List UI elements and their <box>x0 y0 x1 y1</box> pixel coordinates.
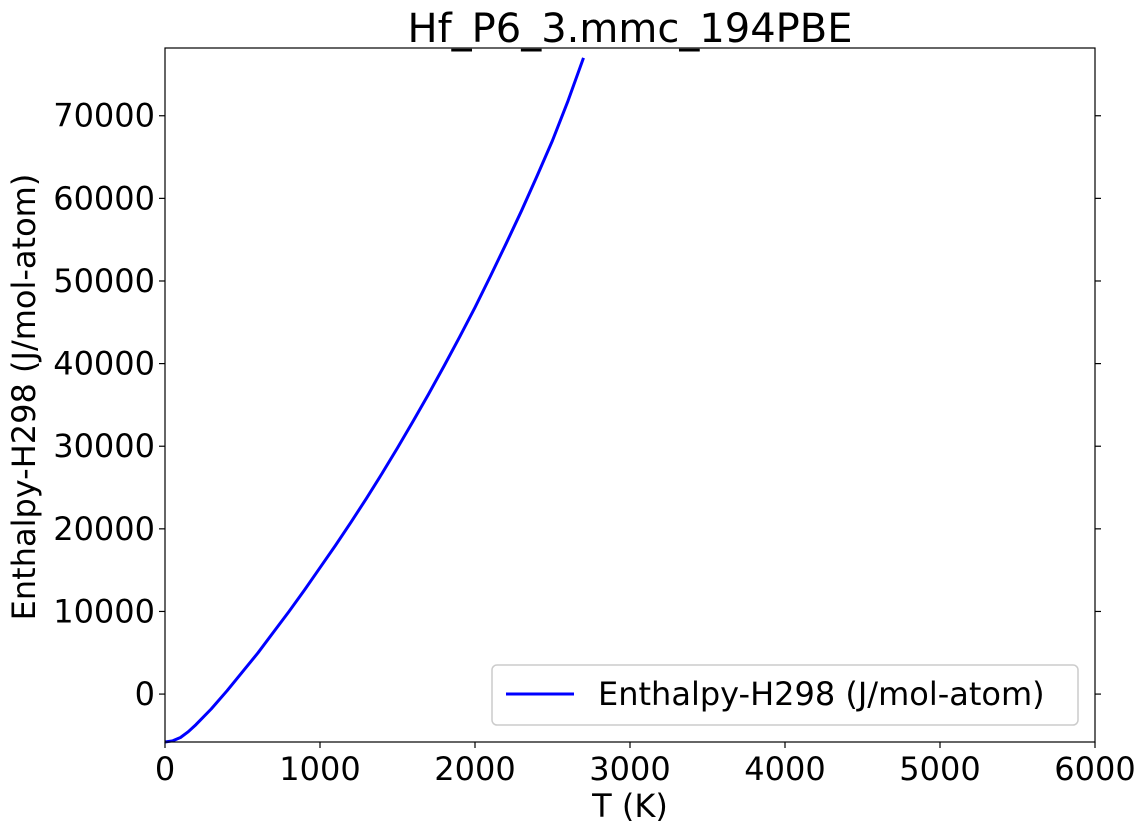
chart-title: Hf_P6_3.mmc_194PBE <box>408 6 853 52</box>
x-tick-label: 1000 <box>279 750 360 788</box>
legend-label: Enthalpy-H298 (J/mol-atom) <box>598 675 1045 713</box>
y-tick-label: 0 <box>135 675 155 713</box>
y-tick-label: 50000 <box>53 262 155 300</box>
x-tick-label: 3000 <box>589 750 670 788</box>
y-tick-label: 40000 <box>53 345 155 383</box>
y-tick-label: 60000 <box>53 179 155 217</box>
y-tick-label: 70000 <box>53 97 155 135</box>
x-axis-label: T (K) <box>591 787 668 825</box>
x-tick-label: 4000 <box>744 750 825 788</box>
x-tick-label: 6000 <box>1054 750 1135 788</box>
y-axis: 0 10000 20000 30000 40000 50000 60000 70000 <box>53 97 1101 713</box>
legend-box <box>491 664 1079 726</box>
y-tick-label: 30000 <box>53 427 155 465</box>
x-tick-label: 5000 <box>899 750 980 788</box>
y-tick-label: 20000 <box>53 510 155 548</box>
y-tick-label: 10000 <box>53 592 155 630</box>
x-tick-label: 0 <box>155 750 175 788</box>
y-axis-label: Enthalpy-H298 (J/mol-atom) <box>5 174 43 621</box>
series-line <box>164 57 585 744</box>
x-axis: 0 1000 2000 3000 4000 5000 6000 <box>155 742 1136 788</box>
legend: Enthalpy-H298 (J/mol-atom) <box>491 664 1079 726</box>
x-tick-label: 2000 <box>434 750 515 788</box>
